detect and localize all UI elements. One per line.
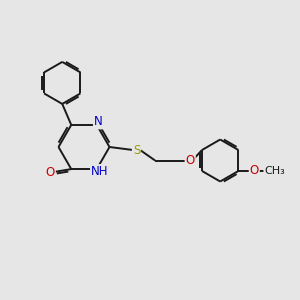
Text: O: O [186,154,195,167]
Text: CH₃: CH₃ [264,166,285,176]
Text: N: N [94,116,103,128]
Text: O: O [46,166,55,178]
Text: O: O [250,164,259,178]
Text: S: S [133,143,140,157]
Text: NH: NH [91,165,109,178]
